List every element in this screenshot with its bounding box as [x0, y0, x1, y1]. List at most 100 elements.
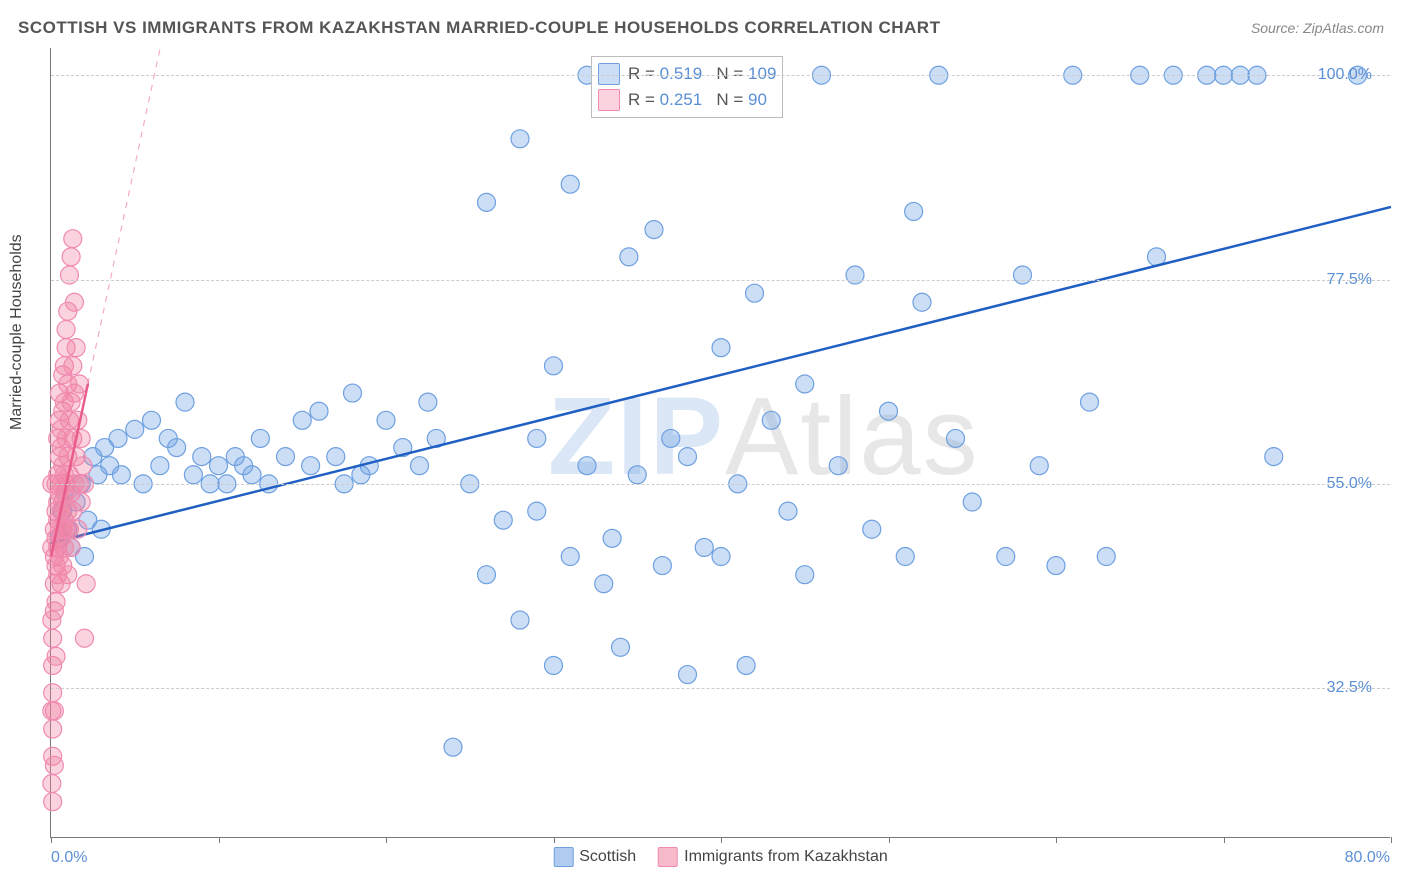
scatter-point — [645, 221, 663, 239]
scatter-point — [737, 656, 755, 674]
scatter-point — [1265, 448, 1283, 466]
scatter-point — [880, 402, 898, 420]
x-tick — [554, 837, 555, 843]
scatter-point — [44, 629, 62, 647]
legend-label: Immigrants from Kazakhstan — [684, 848, 888, 865]
scatter-point — [69, 520, 87, 538]
x-tick — [386, 837, 387, 843]
scatter-point — [561, 175, 579, 193]
scatter-point — [695, 538, 713, 556]
scatter-point — [478, 566, 496, 584]
scatter-point — [712, 339, 730, 357]
scatter-point — [112, 466, 130, 484]
scatter-point — [796, 566, 814, 584]
plot-area: ZIPAtlas R = 0.519 N = 109 R = 0.251 N =… — [50, 48, 1390, 838]
scatter-point — [863, 520, 881, 538]
stats-text: R = 0.251 N = 90 — [628, 90, 767, 110]
y-tick-label: 32.5% — [1327, 679, 1372, 697]
scatter-point — [65, 293, 83, 311]
trend-line — [51, 207, 1391, 543]
stats-row: R = 0.519 N = 109 — [598, 61, 776, 87]
stats-text: R = 0.519 N = 109 — [628, 64, 776, 84]
scatter-point — [184, 466, 202, 484]
scatter-point — [126, 420, 144, 438]
scatter-point — [168, 439, 186, 457]
y-tick-label: 55.0% — [1327, 475, 1372, 493]
scatter-point — [997, 548, 1015, 566]
scatter-point — [796, 375, 814, 393]
scatter-point — [653, 557, 671, 575]
scatter-point — [662, 429, 680, 447]
legend-bottom: Scottish Immigrants from Kazakhstan — [553, 847, 888, 867]
scatter-point — [76, 629, 94, 647]
scatter-point — [43, 702, 61, 720]
gridline-h — [51, 280, 1390, 281]
scatter-point — [511, 130, 529, 148]
scatter-point — [143, 411, 161, 429]
scatter-point — [603, 529, 621, 547]
scatter-point — [193, 448, 211, 466]
scatter-point — [829, 457, 847, 475]
scatter-point — [57, 320, 75, 338]
scatter-point — [62, 538, 80, 556]
scatter-point — [344, 384, 362, 402]
scatter-point — [302, 457, 320, 475]
scatter-point — [411, 457, 429, 475]
scatter-point — [578, 457, 596, 475]
x-min-label: 0.0% — [51, 849, 87, 867]
y-tick-label: 100.0% — [1318, 66, 1372, 84]
chart-svg — [51, 48, 1390, 837]
x-tick — [51, 837, 52, 843]
x-tick — [889, 837, 890, 843]
x-tick — [219, 837, 220, 843]
scatter-point — [59, 566, 77, 584]
legend-swatch — [553, 847, 573, 867]
scatter-point — [210, 457, 228, 475]
scatter-point — [43, 775, 61, 793]
x-tick — [1056, 837, 1057, 843]
scatter-point — [1097, 548, 1115, 566]
scatter-point — [545, 357, 563, 375]
scatter-point — [44, 684, 62, 702]
legend-item: Scottish — [553, 847, 636, 867]
scatter-point — [327, 448, 345, 466]
scatter-point — [67, 339, 85, 357]
scatter-point — [47, 593, 65, 611]
scatter-point — [595, 575, 613, 593]
scatter-point — [762, 411, 780, 429]
scatter-point — [176, 393, 194, 411]
scatter-point — [561, 548, 579, 566]
scatter-point — [746, 284, 764, 302]
scatter-point — [1030, 457, 1048, 475]
trend-line-dashed — [88, 48, 160, 384]
y-axis-label: Married-couple Households — [8, 234, 26, 430]
scatter-point — [846, 266, 864, 284]
scatter-point — [612, 638, 630, 656]
scatter-point — [310, 402, 328, 420]
scatter-point — [77, 575, 95, 593]
scatter-point — [251, 429, 269, 447]
scatter-point — [1014, 266, 1032, 284]
scatter-point — [44, 793, 62, 811]
scatter-point — [620, 248, 638, 266]
x-tick — [1224, 837, 1225, 843]
scatter-point — [43, 611, 61, 629]
scatter-point — [1081, 393, 1099, 411]
scatter-point — [243, 466, 261, 484]
scatter-point — [963, 493, 981, 511]
scatter-point — [64, 357, 82, 375]
scatter-point — [905, 202, 923, 220]
scatter-point — [64, 230, 82, 248]
scatter-point — [419, 393, 437, 411]
x-max-label: 80.0% — [1345, 849, 1390, 867]
scatter-point — [679, 448, 697, 466]
scatter-point — [511, 611, 529, 629]
scatter-point — [712, 548, 730, 566]
scatter-point — [896, 548, 914, 566]
chart-title: SCOTTISH VS IMMIGRANTS FROM KAZAKHSTAN M… — [18, 18, 940, 38]
scatter-point — [628, 466, 646, 484]
chart-source: Source: ZipAtlas.com — [1251, 20, 1384, 36]
scatter-point — [528, 502, 546, 520]
scatter-point — [62, 248, 80, 266]
scatter-point — [293, 411, 311, 429]
